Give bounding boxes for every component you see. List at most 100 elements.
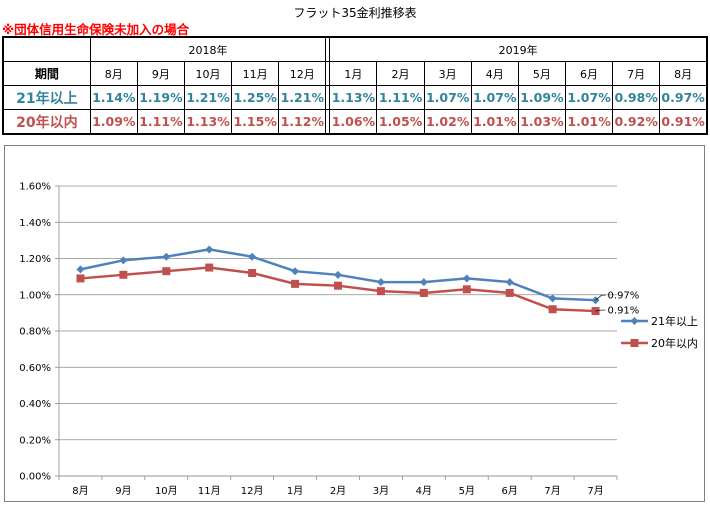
data-label-leader <box>595 309 606 312</box>
data-point <box>334 281 342 290</box>
month-header: 6月 <box>564 61 614 86</box>
data-point <box>248 269 257 277</box>
month-header: 9月 <box>136 61 185 86</box>
rate-cell: 1.15% <box>231 109 280 135</box>
rate-cell: 1.07% <box>470 85 519 110</box>
data-point <box>548 305 557 314</box>
legend-label: 21年以上 <box>651 314 698 328</box>
rate-cell: 0.92% <box>612 109 661 135</box>
rate-cell: 1.01% <box>564 109 614 135</box>
rate-cell: 1.13% <box>329 85 378 110</box>
data-label-leader <box>595 294 606 301</box>
axis-layer: 0.00% 0.20% 0.40% 0.60% 0.80% 1.00% 1.20% 1.40%… <box>19 182 618 497</box>
data-label: 0.91% <box>608 306 640 317</box>
x-tick-label: 2月 <box>330 485 346 497</box>
y-tick-label: 0.40% <box>19 399 51 410</box>
page-title: フラット35金利推移表 <box>293 6 417 20</box>
data-point <box>334 270 342 279</box>
data-point <box>205 263 214 272</box>
month-header: 8月 <box>659 61 708 86</box>
rate-cell: 0.97% <box>659 85 708 110</box>
legend: 21年以上 20年以内 <box>621 314 698 350</box>
rate-row-21-years: 21年以上 1.14% 1.19% 1.21% 1.25% 1.21% 1.13… <box>2 85 708 110</box>
rate-cell: 1.01% <box>470 109 519 135</box>
year-header-2019: 2019年 <box>329 36 708 62</box>
rate-cell: 1.07% <box>423 85 472 110</box>
rate-cell: 1.19% <box>136 85 185 110</box>
data-point <box>505 288 514 297</box>
chart-frame <box>4 145 705 502</box>
series-layer: 0.97% 0.91% <box>76 245 640 317</box>
data-point <box>291 279 300 288</box>
month-header: 10月 <box>183 61 233 86</box>
month-header: 2月 <box>376 61 425 86</box>
y-tick-label: 0.00% <box>19 472 51 483</box>
rate-cell: 1.05% <box>376 109 425 135</box>
rate-cell: 1.02% <box>423 109 472 135</box>
month-header: 3月 <box>423 61 472 86</box>
rate-cell: 1.11% <box>136 109 185 135</box>
x-tick-label: 4月 <box>416 485 432 497</box>
rate-cell: 1.13% <box>183 109 233 135</box>
year-row: 2018年 2019年 <box>2 36 708 62</box>
data-point <box>119 256 128 265</box>
rate-cell: 0.91% <box>659 109 708 135</box>
rate-cell: 1.25% <box>231 85 280 110</box>
month-header: 7月 <box>612 61 661 86</box>
x-tick-label: 7月 <box>544 485 560 497</box>
y-tick-label: 0.60% <box>19 363 51 374</box>
grid-layer <box>59 185 617 477</box>
legend-marker <box>630 339 639 347</box>
month-header: 12月 <box>278 61 327 86</box>
legend-label: 20年以内 <box>651 336 698 350</box>
month-header: 5月 <box>517 61 566 86</box>
year-header-2018: 2018年 <box>89 36 327 62</box>
data-point <box>505 278 514 287</box>
data-point <box>462 274 471 283</box>
rate-cell: 1.06% <box>329 109 378 135</box>
x-tick-label: 11月 <box>198 485 221 497</box>
data-point <box>462 285 471 294</box>
rate-cell: 1.14% <box>89 85 138 110</box>
y-tick-label: 1.00% <box>19 290 51 301</box>
note-text: ※団体信用生命保険未加入の場合 <box>2 22 190 37</box>
data-label: 0.97% <box>608 291 640 302</box>
data-point <box>376 287 385 296</box>
x-tick-label: 7月 <box>587 485 603 497</box>
row-label-20-years: 20年以内 <box>2 109 91 135</box>
y-tick-label: 0.80% <box>19 327 51 338</box>
x-tick-label: 1月 <box>287 485 303 497</box>
data-point <box>76 274 85 283</box>
x-tick-label: 5月 <box>459 485 475 497</box>
rate-cell: 0.98% <box>612 85 661 110</box>
data-point <box>162 267 171 276</box>
rate-cell: 1.03% <box>517 109 566 135</box>
rate-cell: 1.11% <box>376 85 425 110</box>
month-header: 4月 <box>470 61 519 86</box>
x-tick-label: 12月 <box>241 485 264 497</box>
rate-cell: 1.12% <box>278 109 327 135</box>
x-tick-label: 8月 <box>72 485 88 497</box>
y-tick-label: 1.60% <box>19 182 51 193</box>
rate-cell: 1.09% <box>89 109 138 135</box>
rate-cell: 1.21% <box>183 85 233 110</box>
legend-marker <box>630 317 639 325</box>
row-label-21-years: 21年以上 <box>2 85 91 110</box>
corner-cell <box>2 36 91 62</box>
data-point <box>419 288 428 297</box>
data-point <box>419 278 428 287</box>
x-tick-label: 10月 <box>155 485 178 497</box>
x-tick-label: 3月 <box>373 485 389 497</box>
x-tick-label: 6月 <box>502 485 518 497</box>
line-chart: 0.00% 0.20% 0.40% 0.60% 0.80% 1.00% 1.20% 1.40%… <box>19 182 698 498</box>
period-label: 期間 <box>2 61 91 86</box>
rate-table: 2018年 2019年 期間 8月 9月 10月 11月 12月 1月 2月 3… <box>2 36 708 135</box>
y-tick-label: 0.20% <box>19 435 51 446</box>
rate-cell: 1.21% <box>278 85 327 110</box>
month-header: 11月 <box>231 61 280 86</box>
y-tick-label: 1.20% <box>19 254 51 265</box>
month-header: 8月 <box>89 61 138 86</box>
data-point <box>548 294 557 303</box>
data-point <box>376 278 385 287</box>
rate-cell: 1.07% <box>564 85 614 110</box>
